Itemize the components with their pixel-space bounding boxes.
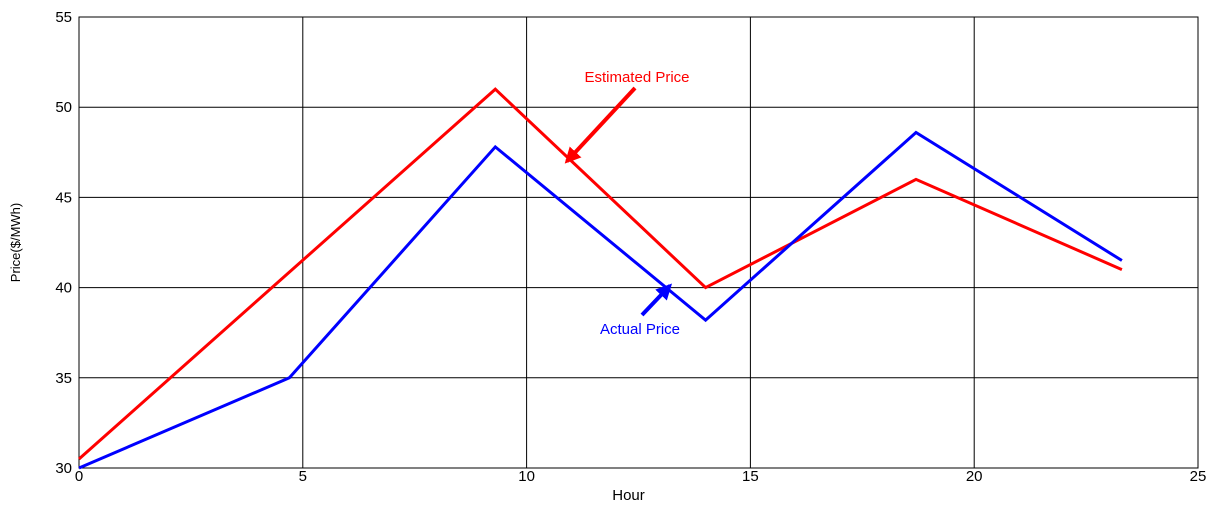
tick-labels: 0 5 10 15 20 25 30 35 40 45 50 55 [55, 9, 1206, 485]
x-axis-label: Hour [612, 487, 645, 504]
y-tick-label: 30 [55, 460, 72, 477]
series-line-estimated [78, 87, 1123, 461]
annotation-arrow-estimated [564, 86, 637, 164]
annotation-label-estimated: Estimated Price [584, 69, 689, 86]
y-tick-label: 45 [55, 189, 72, 206]
x-tick-label: 10 [518, 468, 535, 485]
x-tick-label: 0 [75, 468, 83, 485]
y-tick-label: 55 [55, 9, 72, 26]
y-axis-label: Price($/MWh) [8, 203, 23, 282]
series-line-actual [78, 130, 1123, 470]
annotation-label-actual: Actual Price [600, 321, 680, 338]
x-tick-label: 20 [966, 468, 983, 485]
y-tick-label: 35 [55, 370, 72, 387]
plot-frame [78, 16, 1199, 469]
annotation-arrow-actual [640, 283, 673, 317]
y-tick-label: 50 [55, 99, 72, 116]
grid [79, 17, 1198, 468]
series-lines [78, 87, 1123, 470]
annotations: Estimated Price Actual Price [564, 69, 690, 338]
x-tick-label: 5 [299, 468, 307, 485]
x-tick-label: 15 [742, 468, 759, 485]
x-tick-label: 25 [1190, 468, 1207, 485]
y-tick-label: 40 [55, 280, 72, 297]
